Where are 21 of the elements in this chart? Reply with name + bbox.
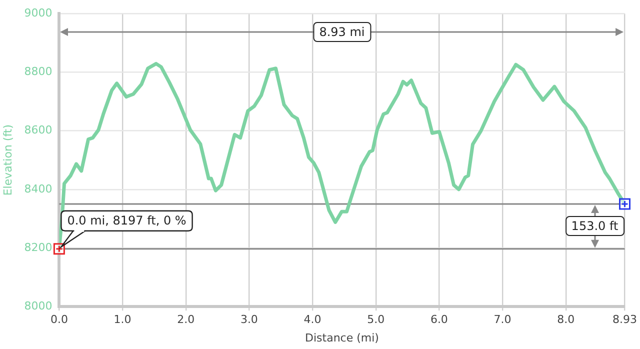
x-axis-title: Distance (mi)	[304, 331, 379, 344]
y-tick-label: 8000	[24, 299, 52, 312]
y-axis-title: Elevation (ft)	[1, 124, 14, 196]
annotation: 0.0 mi, 8197 ft, 0 %	[67, 214, 186, 228]
x-tick-label: 6.0	[430, 313, 448, 326]
x-tick-label: 8.93	[612, 313, 638, 326]
y-tick-label: 8600	[24, 124, 52, 137]
x-tick-label: 5.0	[367, 313, 385, 326]
y-tick-label: 8800	[24, 65, 52, 78]
x-tick-label: 4.0	[304, 313, 322, 326]
y-tick-label: 8400	[24, 182, 52, 196]
annotation: 153.0 ft	[565, 216, 624, 236]
y-tick-label: 9000	[24, 6, 52, 20]
annotation: 8.93 mi	[313, 22, 371, 42]
y-tick-label: 8200	[24, 240, 52, 254]
x-tick-label: 3.0	[240, 313, 258, 326]
x-tick-label: 7.0	[494, 313, 512, 326]
x-tick-label: 2.0	[177, 313, 195, 326]
x-tick-label: 8.0	[557, 313, 575, 326]
x-tick-label: 1.0	[114, 313, 132, 326]
x-tick-label: 0.0	[50, 313, 68, 326]
